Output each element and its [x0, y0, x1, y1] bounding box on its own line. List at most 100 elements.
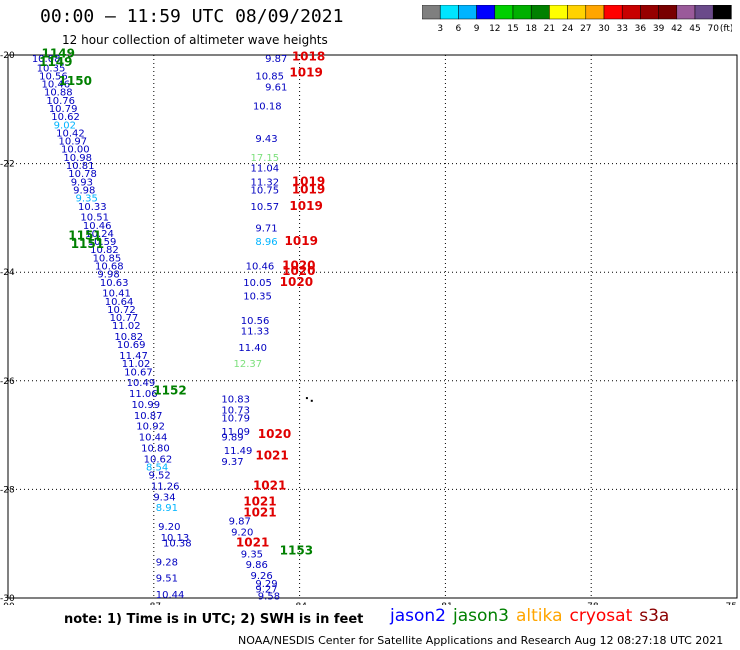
wave-height-label: 10.44 [139, 433, 168, 444]
wave-height-label: 10.76 [46, 96, 75, 107]
wave-height-label: 10.35 [37, 63, 66, 74]
orbit-pass-label: 1019 [285, 234, 318, 248]
wave-height-label: 10.79 [49, 104, 78, 115]
wave-height-label: 9.58 [258, 592, 280, 603]
wave-height-label: 10.79 [221, 414, 250, 425]
colorbar-tick-label: 27 [580, 24, 591, 34]
wave-height-label: 10.44 [156, 590, 185, 601]
wave-height-label: 9.61 [265, 82, 287, 93]
wave-height-label: 9.51 [156, 574, 178, 585]
wave-height-label: 11.06 [129, 389, 158, 400]
wave-height-label: 10.24 [85, 229, 114, 240]
wave-height-label: 11.40 [238, 343, 267, 354]
wave-height-label: 8.96 [255, 237, 277, 248]
orbit-pass-label: 1019 [289, 199, 322, 213]
wave-height-label: 10.05 [243, 278, 272, 289]
wave-height-label: 10.82 [114, 332, 143, 343]
wave-height-label: 10.62 [144, 454, 173, 465]
wave-height-label: 10.59 [88, 237, 117, 248]
wave-height-label: 10.81 [66, 161, 95, 172]
wave-height-label: 9.98 [97, 270, 119, 281]
wave-height-label: 10.82 [90, 245, 119, 256]
wave-height-map: -90 -87 -84 -81 -78 -75 -20 -22 -24 -26 -28 -30 10.0… [0, 47, 738, 605]
wave-height-label: 9.93 [71, 177, 93, 188]
orbit-pass-label: 1021 [255, 449, 288, 463]
orbit-pass-label: 1020 [282, 258, 315, 272]
wave-height-label: 10.46 [83, 221, 112, 232]
orbit-pass-label: 1020 [282, 264, 315, 278]
wave-height-label: 10.08 [32, 54, 61, 65]
wave-height-label: 10.63 [100, 278, 129, 289]
data-point [310, 399, 313, 402]
orbit-pass-label: 1150 [59, 74, 92, 88]
latitude-tick-label: -20 [0, 51, 15, 61]
wave-height-label: 11.02 [112, 321, 141, 332]
wave-height-label: 10.46 [246, 261, 275, 272]
orbit-pass-label: 1021 [243, 506, 276, 520]
orbit-pass-label: 1019 [289, 66, 322, 80]
wave-height-label: 9.35 [241, 549, 263, 560]
wave-height-label: 10.41 [102, 289, 131, 300]
wave-height-label: 10.64 [105, 297, 134, 308]
wave-height-label: 10.68 [95, 261, 124, 272]
wave-height-label: 9.27 [255, 585, 277, 596]
wave-height-label: 9.71 [255, 223, 277, 234]
wave-height-label: 9.89 [221, 433, 243, 444]
wave-height-label: 10.62 [51, 112, 80, 123]
wave-height-label: 9.20 [158, 522, 180, 533]
orbit-pass-label: 1151 [71, 237, 104, 251]
wave-height-label: 9.29 [255, 579, 277, 590]
colorbar-tick-label: 39 [653, 24, 665, 34]
wave-height-label: 11.09 [221, 427, 250, 438]
wave-height-label: 11.26 [151, 481, 180, 492]
colorbar-tick-label: 70 [707, 24, 719, 34]
wave-height-label: 9.43 [255, 134, 277, 145]
latitude-tick-label: -26 [0, 377, 15, 387]
longitude-tick-label: -75 [722, 602, 737, 605]
colorbar-tick-label: 45 [689, 24, 700, 34]
wave-height-label: 10.85 [93, 253, 122, 264]
wave-height-label: 10.38 [163, 538, 192, 549]
wave-height-label: 11.47 [119, 351, 148, 362]
wave-height-label: 10.92 [136, 422, 165, 433]
wave-height-label: 10.42 [56, 128, 85, 139]
longitude-tick-label: -84 [292, 602, 307, 605]
wave-height-label: 10.77 [110, 313, 139, 324]
latitude-tick-label: -28 [0, 485, 15, 495]
wave-height-label: 9.86 [246, 560, 268, 571]
wave-height-label: 10.13 [161, 533, 190, 544]
wave-height-label: 11.32 [251, 177, 280, 188]
map-frame [7, 54, 738, 599]
wave-height-label: 10.33 [78, 202, 107, 213]
colorbar-tick-label: 36 [635, 24, 647, 34]
colorbar-tick-label: 6 [456, 24, 462, 34]
wave-height-label: 9.87 [229, 517, 251, 528]
longitude-tick-label: -81 [438, 602, 453, 605]
wave-height-label: 9.20 [231, 528, 253, 539]
wave-height-label: 8.91 [156, 503, 178, 514]
wave-height-label: 10.18 [253, 101, 282, 112]
orbit-pass-label: 1020 [280, 275, 313, 289]
latitude-tick-label: -22 [0, 160, 15, 170]
wave-height-label: 10.80 [141, 443, 170, 454]
satellite-legend: jason2 jason3 altika cryosat s3a [390, 606, 676, 626]
wave-height-label: 10.56 [241, 316, 270, 327]
wave-height-label: 9.98 [73, 185, 95, 196]
legend-cryosat: cryosat [569, 606, 633, 626]
wave-height-label: 11.04 [251, 164, 280, 175]
colorbar-unit: (ft) [720, 24, 732, 34]
wave-height-label: 9.52 [148, 471, 170, 482]
wave-height-label: 9.87 [265, 54, 287, 65]
legend-s3a: s3a [639, 606, 670, 626]
colorbar-tick-label: 9 [474, 24, 480, 34]
colorbar-tick-label: 30 [598, 24, 610, 34]
orbit-pass-label: 1020 [258, 427, 291, 441]
map-subtitle: 12 hour collection of altimeter wave hei… [62, 33, 328, 47]
legend-jason3: jason3 [453, 606, 509, 626]
wave-height-label: 10.35 [243, 291, 272, 302]
orbit-pass-label: 1019 [292, 174, 325, 188]
orbit-pass-label: 1149 [39, 55, 72, 69]
colorbar-tick-label: 21 [544, 24, 555, 34]
wave-height-label: 12.37 [234, 359, 263, 370]
wave-height-label: 10.51 [80, 213, 109, 224]
